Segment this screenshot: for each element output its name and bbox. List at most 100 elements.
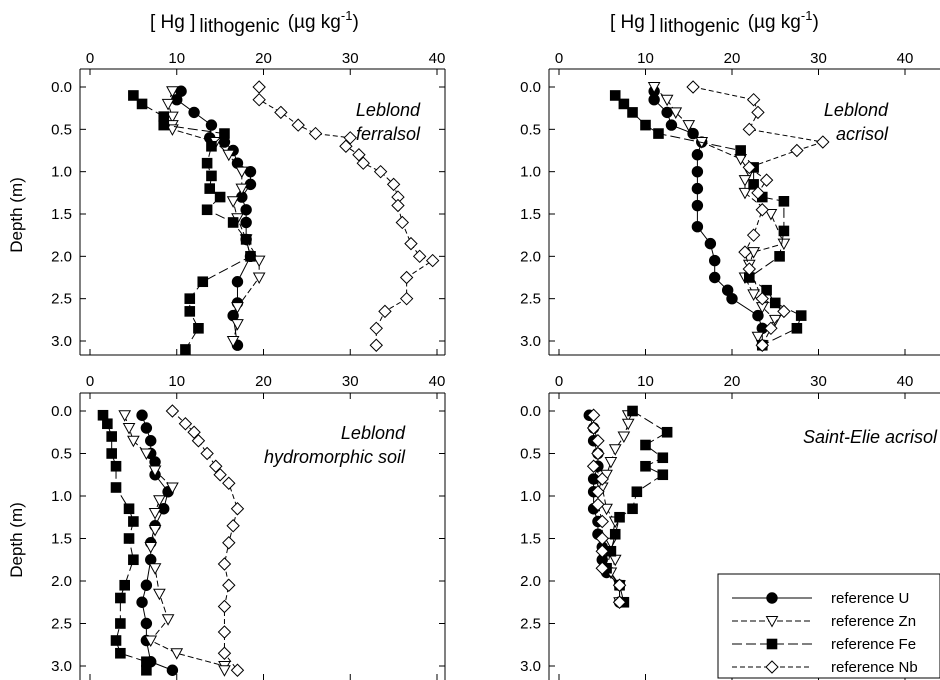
square-marker	[110, 460, 122, 472]
diamond-marker	[755, 338, 769, 352]
legend-label: reference Zn	[831, 613, 916, 630]
triangle-down-marker	[218, 665, 231, 677]
diamond-marker	[178, 417, 193, 431]
panel-2: 0 10 20 30 40 0.0 0.5 1.0 1.5 2.0 2.5 3.0 Leblond acr…	[520, 50, 940, 356]
triangle-down-marker	[235, 183, 249, 196]
diamond-marker	[742, 122, 757, 137]
triangle-down-marker	[166, 482, 179, 495]
series-line	[258, 87, 434, 346]
legend-item: reference Zn	[732, 613, 916, 630]
series-reference-nb	[252, 80, 440, 352]
circle-marker	[704, 237, 717, 250]
series-reference-fe	[128, 90, 256, 355]
triangle-down-marker	[140, 448, 153, 461]
panel-1: 0 10 20 30 40 0.0 0.5 1.0 1.5 2.0 2.5 3.0 Leblond fer…	[51, 50, 446, 356]
x-tick-label: 10	[637, 373, 654, 390]
panel-4: 0 10 20 30 40 0.0 0.5 1.0 1.5 2.0 2.5 3.0 Saint-Elie…	[520, 373, 940, 680]
x-tick-label: 20	[724, 50, 741, 67]
triangle-down-marker	[738, 175, 752, 187]
diamond-marker	[777, 304, 791, 319]
legend: reference U reference Zn reference Fe refer…	[717, 573, 940, 679]
x-tick-label: 0	[86, 50, 94, 67]
x-axis-title-right: [ Hg ] lithogenic (µg kg-1)	[610, 8, 819, 37]
triangle-down-marker	[148, 563, 162, 575]
square-marker	[201, 204, 213, 216]
triangle-down-marker	[226, 196, 240, 208]
diamond-marker	[591, 434, 605, 448]
square-marker	[240, 234, 252, 245]
diamond-marker	[746, 228, 761, 242]
diamond-marker	[742, 262, 757, 276]
triangle-down-marker	[144, 542, 158, 554]
y-tick-label: 2.5	[520, 616, 541, 633]
triangle-down-marker	[153, 495, 166, 507]
diamond-marker	[308, 126, 323, 141]
triangle-down-marker	[170, 648, 184, 660]
diamond-marker	[339, 139, 353, 153]
panel-title: Leblond	[341, 423, 406, 443]
y-tick-label: 2.0	[520, 248, 541, 265]
triangle-down-marker	[161, 98, 175, 111]
x-axis-title-left: [ Hg ] lithogenic (µg kg-1)	[150, 8, 359, 37]
panel-3: 0 10 20 30 40 0.0 0.5 1.0 1.5 2.0 2.5 3.0 Leblond hyd…	[51, 373, 446, 680]
square-marker	[106, 448, 117, 459]
x-tick-label: 10	[168, 50, 185, 67]
triangle-down-marker	[235, 166, 249, 179]
circle-marker	[240, 204, 252, 216]
triangle-down-marker	[231, 319, 244, 331]
y-tick-label: 2.0	[520, 573, 541, 590]
square-marker	[245, 251, 256, 262]
diamond-marker	[591, 446, 605, 461]
diamond-marker	[612, 595, 627, 609]
square-marker	[128, 90, 139, 101]
svg-text:[ Hg ]lithogenic(µg kg-1): [ Hg ] lithogenic (µg kg-1)	[610, 8, 819, 37]
y-tick-label: 0.5	[51, 121, 72, 138]
legend-item: reference Fe	[732, 636, 916, 653]
triangle-down-marker	[621, 418, 635, 431]
square-marker	[778, 225, 790, 237]
square-marker	[128, 554, 139, 566]
y-tick-label: 0.0	[520, 403, 541, 420]
square-marker	[748, 179, 759, 190]
triangle-down-marker	[600, 503, 613, 516]
x-tick-label: 40	[897, 50, 914, 67]
triangle-down-marker	[682, 120, 696, 132]
circle-marker	[145, 435, 157, 447]
square-marker	[128, 516, 139, 527]
square-marker	[110, 635, 122, 646]
diamond-marker	[386, 177, 401, 192]
square-marker	[123, 533, 135, 544]
triangle-down-marker	[768, 314, 782, 327]
triangle-down-marker	[738, 187, 752, 200]
triangle-down-marker	[148, 465, 162, 478]
diamond-marker	[217, 646, 232, 660]
diamond-marker	[586, 459, 601, 473]
y-tick-label: 0.0	[520, 79, 541, 96]
series-reference-fe	[609, 90, 807, 351]
circle-marker	[136, 596, 148, 608]
y-tick-label: 3.0	[51, 658, 72, 675]
square-marker	[158, 119, 170, 131]
square-marker	[180, 344, 191, 355]
square-marker	[627, 405, 638, 417]
square-marker	[627, 503, 638, 515]
diamond-marker	[209, 459, 223, 473]
circle-marker	[140, 579, 153, 591]
x-tick-label: 40	[429, 50, 446, 67]
diamond-marker	[230, 502, 245, 516]
triangle-down-marker	[222, 149, 236, 162]
square-marker	[136, 98, 148, 110]
square-marker	[774, 251, 785, 262]
circle-marker	[166, 664, 179, 676]
y-tick-label: 1.5	[520, 206, 541, 223]
triangle-down-marker	[161, 614, 175, 626]
series-reference-zn	[118, 410, 231, 677]
square-marker	[204, 183, 216, 194]
diamond-marker	[591, 497, 605, 512]
panel-title: ferralsol	[356, 124, 421, 144]
x-tick-label: 40	[429, 373, 446, 390]
diamond-marker	[226, 519, 240, 533]
triangle-down-marker	[604, 457, 618, 469]
diamond-marker	[369, 338, 383, 352]
